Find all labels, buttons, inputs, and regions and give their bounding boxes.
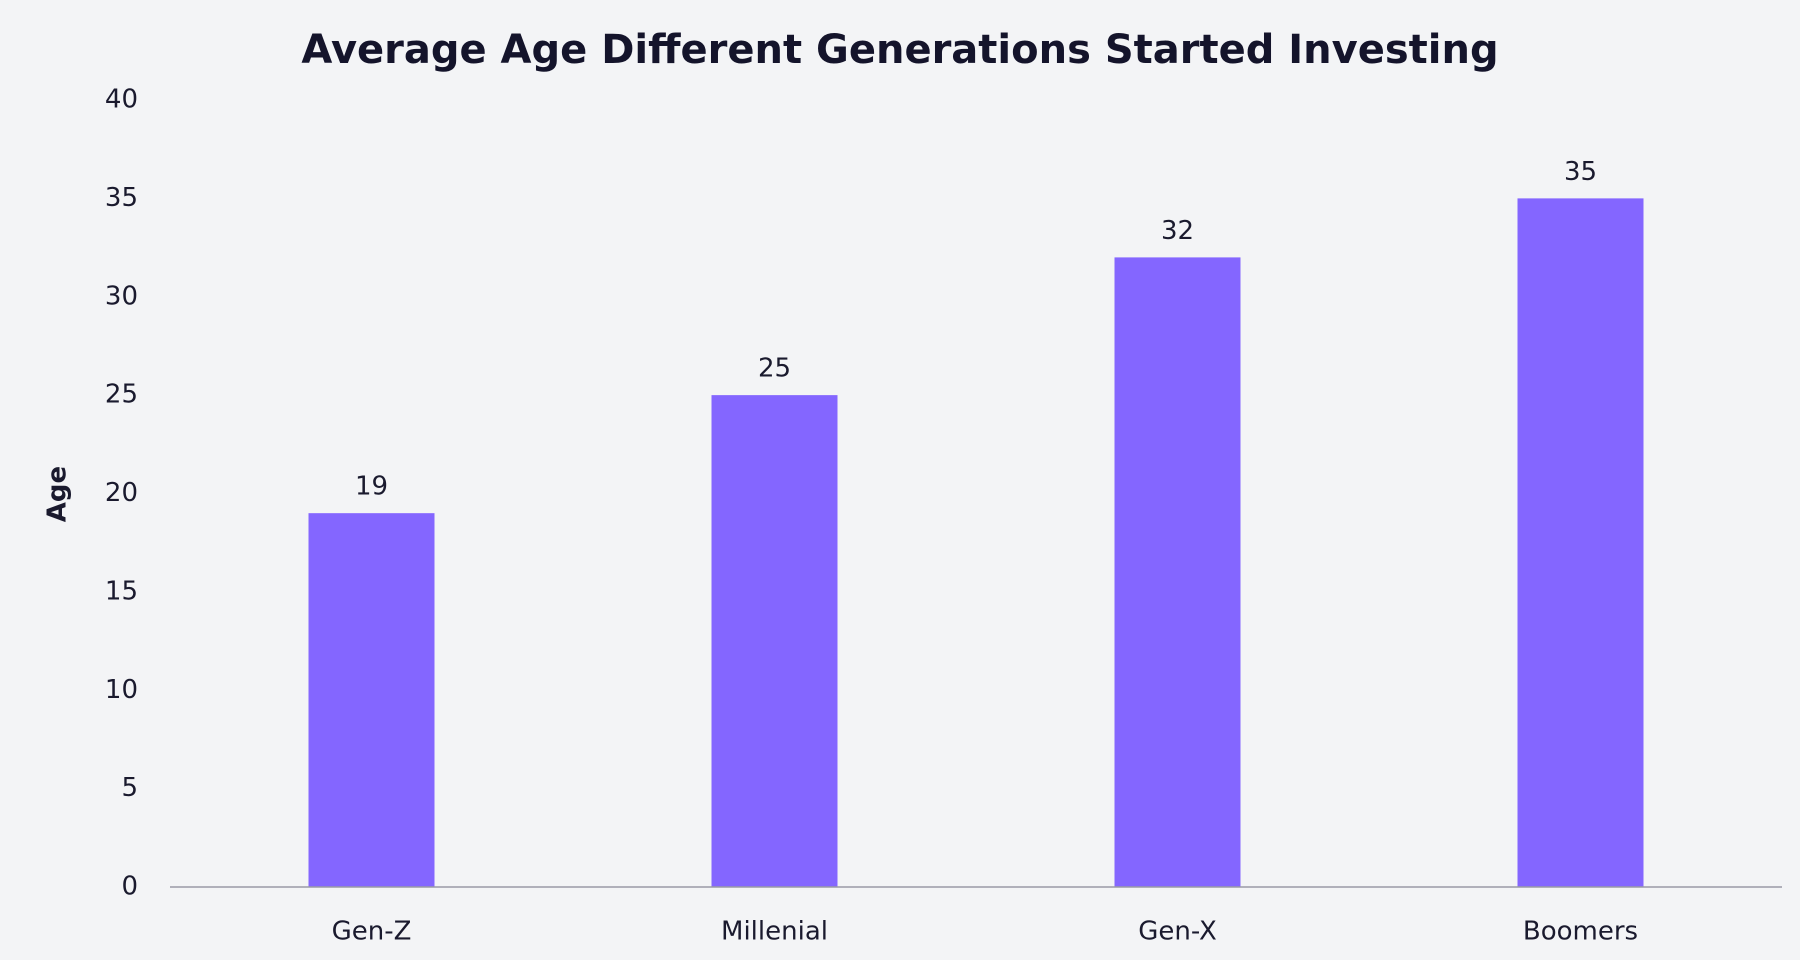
bar [1114,257,1241,887]
bar [711,395,838,887]
chart-title: Average Age Different Generations Starte… [301,27,1498,73]
bar [308,513,435,887]
y-tick-label: 30 [105,281,138,311]
y-tick-label: 35 [105,183,138,213]
value-label: 32 [1161,216,1194,246]
x-tick-label: Gen-X [1138,917,1217,947]
x-tick-label: Millenial [721,917,828,947]
y-axis-label: Age [43,466,73,522]
y-tick-label: 0 [121,872,138,902]
y-tick-label: 10 [105,675,138,705]
y-tick-label: 25 [105,380,138,410]
bar [1517,198,1644,887]
y-tick-label: 15 [105,576,138,606]
y-tick-label: 40 [105,85,138,115]
value-label: 25 [758,354,791,384]
x-tick-label: Gen-Z [332,917,412,947]
value-label: 35 [1564,157,1597,187]
y-tick-label: 20 [105,478,138,508]
value-label: 19 [355,472,388,502]
y-tick-label: 5 [121,773,138,803]
x-tick-label: Boomers [1523,917,1638,947]
